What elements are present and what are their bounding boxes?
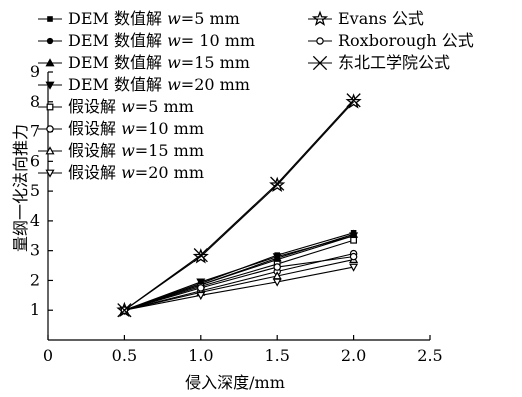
axes: 0 0.5 1.0 1.5 2.0 2.5 1 2 3 4 5 6 7 8 9	[30, 62, 443, 365]
legend-label: 假设解 w=10 mm	[68, 119, 204, 138]
legend-entry-1: DEM 数值解 w=5 mm	[38, 9, 240, 28]
y-tick-label: 9	[30, 62, 40, 81]
legend-marker	[46, 103, 54, 111]
data-point	[349, 252, 358, 261]
y-tick-label: 4	[30, 211, 40, 230]
data-point	[270, 176, 285, 191]
series-line	[124, 266, 354, 311]
legend-entry-2: DEM 数值解 w= 10 mm	[38, 31, 255, 50]
legend-marker	[316, 37, 324, 45]
data-point	[349, 232, 359, 241]
series-line	[124, 253, 354, 311]
data-point	[196, 278, 206, 287]
legend-label: DEM 数值解 w=15 mm	[68, 53, 250, 72]
data-point	[273, 263, 281, 271]
legend-label: DEM 数值解 w=20 mm	[68, 75, 250, 94]
y-tick-label: 7	[30, 122, 40, 141]
series-line	[124, 101, 355, 311]
chart-marks	[116, 93, 362, 318]
y-tick-label: 8	[30, 92, 40, 111]
x-tick-label: 1.5	[264, 346, 289, 365]
series-line	[124, 239, 354, 311]
x-tick-label: 0.5	[112, 346, 137, 365]
legend-entry-3: DEM 数值解 w=15 mm	[38, 53, 250, 72]
data-point	[349, 263, 359, 272]
legend-marker	[45, 169, 55, 178]
series-line	[124, 99, 355, 311]
legend-entry-4: DEM 数值解 w=20 mm	[38, 75, 250, 94]
legend-marker	[47, 16, 53, 22]
legend-label: DEM 数值解 w=5 mm	[68, 9, 240, 28]
data-point	[193, 248, 208, 263]
y-tick-label: 1	[30, 300, 40, 319]
legend-entry-11: 东北工学院公式	[308, 53, 450, 72]
data-point	[272, 278, 282, 287]
legend-entry-6: 假设解 w=10 mm	[38, 119, 204, 138]
legend-label: 假设解 w=15 mm	[68, 141, 204, 160]
legend: DEM 数值解 w=5 mm DEM 数值解 w= 10 mm DEM 数值解 w=…	[38, 9, 474, 182]
legend-entry-5: 假设解 w=5 mm	[38, 97, 194, 116]
legend-label: Roxborough 公式	[338, 31, 474, 50]
x-cross-stroke	[193, 248, 208, 263]
legend-marker	[312, 55, 328, 71]
legend-label: 假设解 w=20 mm	[68, 163, 204, 182]
data-point	[192, 248, 209, 264]
data-point	[117, 303, 132, 318]
legend-label: 东北工学院公式	[338, 53, 450, 72]
legend-label: DEM 数值解 w= 10 mm	[68, 31, 255, 50]
y-tick-label: 2	[30, 270, 40, 289]
legend-label: 假设解 w=5 mm	[68, 97, 194, 116]
x-cross-stroke	[312, 55, 328, 71]
x-cross-stroke	[270, 176, 285, 191]
series-line	[124, 256, 354, 311]
data-point	[196, 291, 206, 301]
x-tick-label: 2.5	[417, 346, 442, 365]
data-point	[345, 93, 362, 109]
x-axis-label: 侵入深度/mm	[185, 373, 285, 392]
legend-marker	[45, 58, 55, 67]
legend-entry-7: 假设解 w=15 mm	[38, 141, 204, 160]
data-point	[346, 93, 361, 108]
y-axis-label: 量纲一化法向推力	[11, 124, 30, 252]
legend-label: Evans 公式	[338, 9, 424, 28]
data-point	[272, 253, 282, 262]
legend-marker	[45, 81, 55, 90]
legend-marker	[46, 37, 54, 45]
y-tick-label: 3	[30, 241, 40, 260]
data-point	[197, 284, 205, 292]
legend-entry-8: 假设解 w=20 mm	[38, 163, 204, 182]
series-11	[117, 93, 361, 318]
x-tick-label: 0	[43, 346, 53, 365]
series-line	[124, 235, 354, 311]
legend-entry-10: Roxborough 公式	[308, 31, 474, 50]
legend-entry-9: Evans 公式	[308, 9, 424, 28]
y-tick-label: 6	[30, 151, 40, 170]
x-tick-label: 2.0	[341, 346, 366, 365]
data-point	[350, 236, 357, 244]
series-line	[124, 259, 354, 311]
legend-marker	[45, 146, 55, 155]
x-cross-stroke	[117, 303, 132, 318]
legend-marker	[46, 125, 54, 133]
x-tick-label: 1.0	[188, 346, 213, 365]
x-cross-stroke	[346, 93, 361, 108]
legend-marker	[311, 10, 329, 26]
y-tick-label: 5	[30, 181, 40, 200]
data-point	[269, 176, 286, 193]
